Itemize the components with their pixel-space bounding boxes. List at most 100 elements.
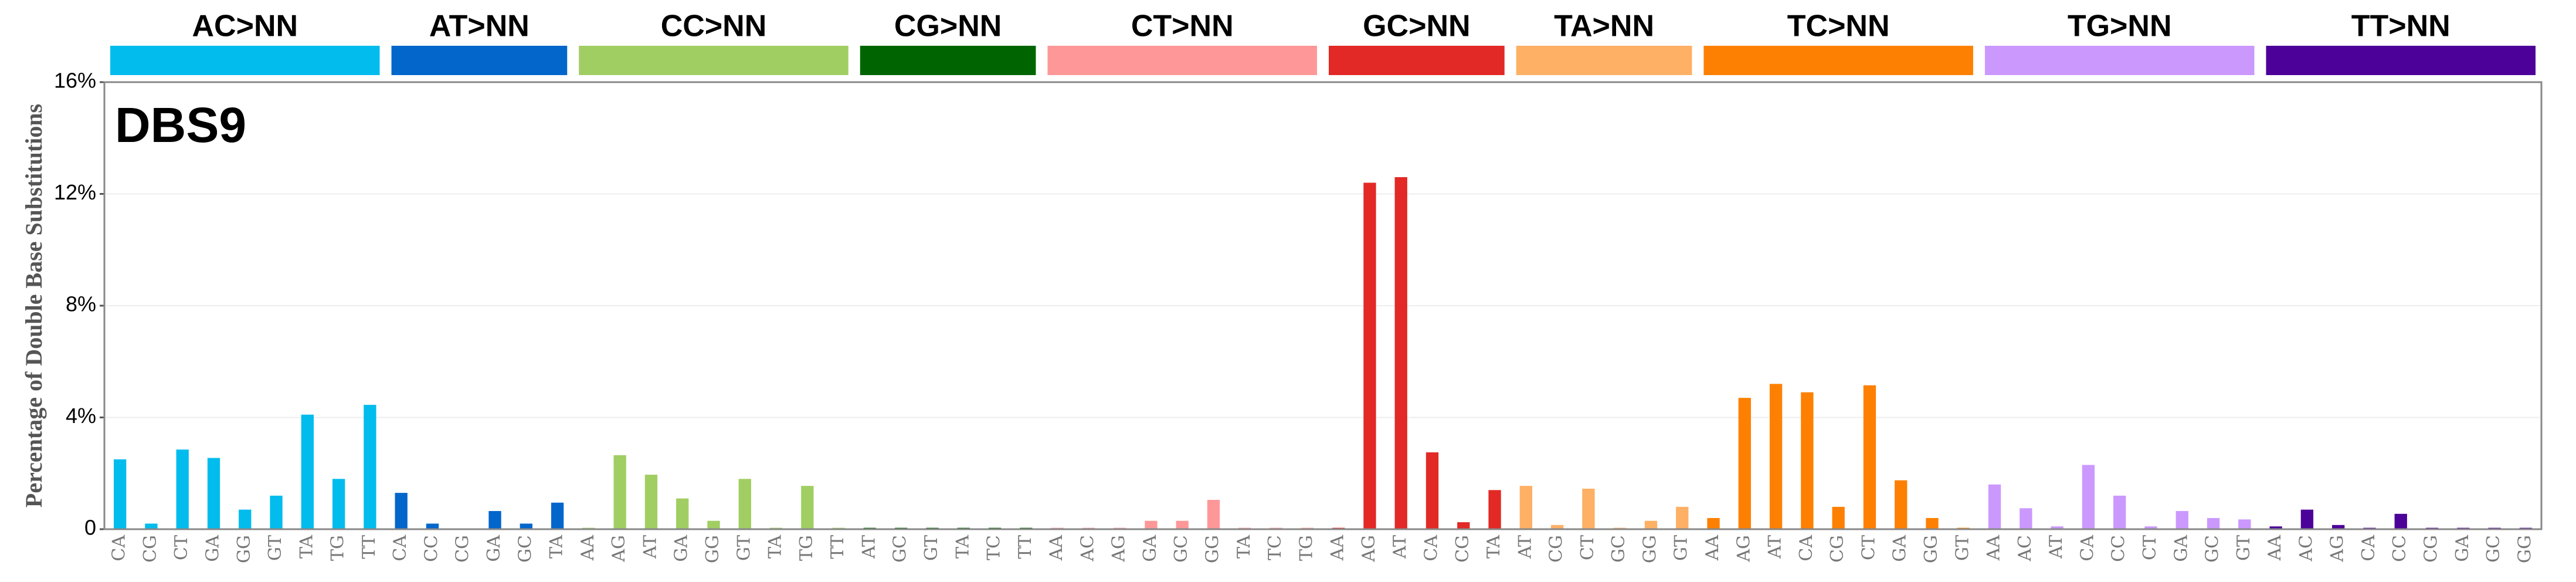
group-header-bar [579,46,849,75]
x-tick-label: CC [421,535,442,562]
bar [1832,506,1845,529]
bar [301,414,314,529]
chart-title: DBS9 [115,97,246,153]
y-tick-label: 12% [54,180,96,204]
group-header-label: TT>NN [2351,9,2451,43]
x-tick-label: AG [2327,535,2348,563]
x-tick-label: GA [1890,535,1910,562]
bar [1863,385,1876,529]
bar [332,479,345,529]
bar [1707,517,1720,529]
bar [1394,177,1407,529]
bar [1176,520,1189,529]
y-tick-label: 4% [66,404,96,428]
bar [644,475,658,529]
x-tick-label: GG [1921,535,1942,563]
x-tick-label: AT [2046,535,2066,559]
bar [2082,465,2095,529]
x-tick-label: GC [890,535,911,563]
x-tick-label: AG [1359,535,1379,563]
bar [176,449,189,529]
bar [707,520,720,529]
x-tick-label: AA [1046,535,1067,561]
x-tick-label: AA [1702,535,1723,561]
plot-frame [103,81,2543,530]
x-tick-label: CG [453,535,473,563]
x-tick-label: GA [1140,535,1160,562]
bar [113,459,127,529]
y-tick-label: 0 [84,516,96,540]
group-header-bar [1703,46,1973,75]
x-tick-label: AC [2296,535,2316,562]
bar [488,511,501,529]
bar [1926,517,1939,529]
group-header-label: GC>NN [1363,9,1470,43]
x-tick-label: TG [1296,535,1316,561]
x-tick-label: CG [1452,535,1473,563]
x-tick-label: TA [547,535,567,559]
x-tick-label: AA [2265,535,2285,561]
group-header-bar [110,46,380,75]
group-header-bar [391,46,568,75]
x-tick-label: AC [1077,535,1098,562]
x-tick-label: CA [390,535,410,561]
bar [738,479,751,529]
bar [1676,506,1689,529]
group-header-label: TC>NN [1787,9,1890,43]
x-tick-label: GG [2514,535,2535,563]
bar [2207,517,2220,529]
x-tick-label: TC [984,535,1004,560]
bar [1769,384,1783,529]
x-tick-label: CT [2140,535,2160,560]
x-tick-label: GT [1952,535,1973,561]
group-header-label: TG>NN [2068,9,2172,43]
x-tick-label: GA [484,535,504,562]
x-tick-label: AG [1733,535,1754,563]
x-tick-label: TC [1265,535,1285,560]
x-tick-label: GA [202,535,223,562]
x-tick-label: GG [234,535,254,563]
bar [239,509,252,529]
bar [2113,495,2126,529]
bar [2394,513,2407,529]
bar [1988,484,2001,529]
x-tick-label: GC [1171,535,1192,563]
x-tick-label: TA [1484,535,1504,559]
x-tick-label: AC [2015,535,2035,562]
x-tick-label: TA [296,535,317,559]
bar [395,493,408,529]
x-tick-label: CG [1827,535,1848,563]
bar [801,486,814,529]
bar [2175,511,2188,529]
x-tick-label: GT [1671,535,1692,561]
x-tick-label: GG [1203,535,1223,563]
bar [1895,480,1908,529]
y-tick-label: 8% [66,292,96,316]
x-tick-label: GT [2234,535,2254,561]
x-tick-label: GC [515,535,535,563]
x-tick-label: CT [1858,535,1879,560]
x-tick-label: TA [952,535,973,559]
bar [364,405,376,529]
x-tick-label: TA [765,535,786,559]
bar [1426,452,1439,529]
bar [1550,525,1564,529]
x-tick-label: CG [1546,535,1567,563]
x-tick-label: AG [1109,535,1129,563]
x-tick-label: CT [171,535,192,560]
x-tick-label: AT [858,535,879,559]
bar [2269,526,2282,529]
bar [613,455,626,529]
x-tick-label: TT [827,535,848,559]
bar [2238,519,2251,529]
x-tick-label: TT [359,535,379,559]
x-tick-label: AT [1765,535,1786,559]
group-header-label: AT>NN [429,9,530,43]
y-tick-label: 16% [54,69,96,93]
group-header-label: AC>NN [192,9,298,43]
x-tick-label: AA [1984,535,2004,561]
x-tick-label: CC [2390,535,2410,562]
bar [520,523,532,529]
x-tick-label: CG [140,535,161,563]
